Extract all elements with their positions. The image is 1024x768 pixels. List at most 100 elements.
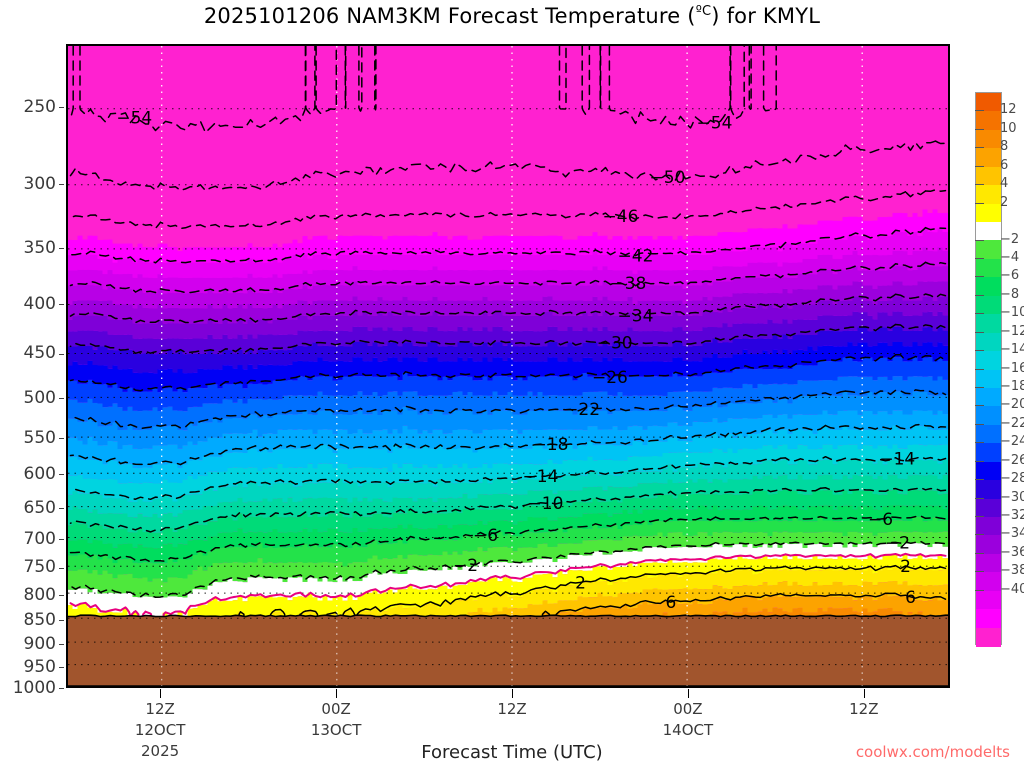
colorbar-tick-10 [975,128,984,130]
colorbar-segment-25 [976,553,1001,573]
colorbar-segment-13 [976,332,1001,352]
colorbar-segment-27 [976,590,1001,610]
colorbar-segment-20 [976,461,1001,481]
y-tick-500 [59,397,64,399]
y-tick-label-400: 400 [23,294,56,315]
title-suffix: ) for KMYL [711,4,821,28]
colorbar-tick--30 [975,497,984,499]
colorbar-label--6: −6 [1000,268,1020,284]
colorbar-label--30: −30 [1000,489,1024,505]
colorbar-tick--32 [975,516,984,517]
y-tick-350 [59,248,64,250]
colorbar-segment-12 [976,314,1001,334]
svg-text:2: 2 [575,573,586,593]
svg-text:−30: −30 [597,334,633,354]
y-tick-850 [59,619,64,621]
svg-text:2: 2 [900,557,911,577]
colorbar-label--34: −34 [1000,526,1024,542]
colorbar-segment-9 [976,258,1001,278]
colorbar-label--28: −28 [1000,471,1024,487]
x-tick-date-3: 14OCT [662,721,714,739]
colorbar-tick--8 [975,294,984,296]
colorbar-label--32: −32 [1000,508,1024,523]
y-tick-800 [59,594,64,596]
svg-text:−42: −42 [618,247,654,267]
colorbar-tick--20 [975,405,984,407]
svg-text:−14: −14 [523,467,559,487]
x-tick-4 [863,689,865,698]
colorbar-segment-8 [976,240,1001,260]
y-tick-label-250: 250 [23,97,56,118]
colorbar-label--10: −10 [1000,305,1024,321]
y-tick-label-650: 650 [23,497,56,518]
y-tick-label-300: 300 [23,173,56,194]
colorbar-label--38: −38 [1000,563,1024,579]
y-tick-label-450: 450 [23,343,56,364]
y-tick-label-550: 550 [23,427,56,448]
y-tick-label-850: 850 [23,609,56,630]
y-tick-label-900: 900 [23,633,56,654]
svg-text:−18: −18 [533,435,569,455]
svg-text:−22: −22 [564,400,600,420]
colorbar-segment-3 [976,148,1001,168]
y-tick-750 [59,567,64,569]
x-tick-time-1: 00Z [321,700,351,718]
colorbar-tick--4 [975,257,984,259]
svg-text:−54: −54 [116,109,152,129]
colorbar-segment-26 [976,572,1001,592]
y-tick-700 [59,538,64,540]
x-tick-time-3: 00Z [673,700,703,718]
colorbar-tick--16 [975,368,984,370]
colorbar-tick-2 [975,202,984,204]
colorbar-label-2: 2 [1000,194,1009,210]
y-tick-label-700: 700 [23,528,56,549]
colorbar-segment-19 [976,443,1001,463]
x-tick-time-2: 12Z [497,700,527,718]
y-tick-950 [59,666,64,668]
colorbar-segment-7 [976,222,1001,242]
colorbar-tick--28 [975,479,984,481]
x-tick-2 [512,689,513,698]
y-tick-label-950: 950 [23,656,56,677]
colorbar-tick--2 [975,239,984,241]
y-tick-650 [59,507,64,509]
chart-plot-area: −54 −54 −50 −46 −42 −38 −34 −30 −26 −22 −18 −14 −14−… [66,44,950,688]
colorbar-label--14: −14 [1000,342,1024,358]
colorbar-label--22: −22 [1000,415,1024,431]
svg-text:−14: −14 [879,450,915,470]
colorbar-tick--12 [975,331,984,333]
y-tick-900 [59,643,64,645]
colorbar-tick--22 [975,423,984,425]
colorbar-segment-1 [976,111,1001,131]
y-tick-label-800: 800 [23,584,56,605]
x-tick-3 [687,689,689,698]
colorbar-tick--14 [975,350,984,352]
colorbar-segment-17 [976,406,1001,426]
svg-text:−34: −34 [618,306,654,326]
colorbar-label--36: −36 [1000,544,1024,560]
colorbar-segment-2 [976,129,1001,149]
y-tick-label-1000: 1000 [12,678,56,698]
colorbar-label--40: −40 [1000,581,1024,597]
colorbar-segment-6 [976,203,1001,223]
y-tick-label-600: 600 [23,463,56,484]
svg-text:−26: −26 [592,368,628,388]
colorbar-label--16: −16 [1000,360,1024,376]
colorbar-segment-28 [976,609,1001,629]
colorbar-tick--10 [975,313,984,315]
colorbar-label--8: −8 [1000,286,1020,302]
colorbar-label--2: −2 [1000,231,1020,247]
page-title: 2025101206 NAM3KM Forecast Temperature (… [0,4,1024,28]
colorbar-segment-21 [976,480,1001,500]
colorbar-label--26: −26 [1000,452,1024,468]
y-tick-450 [59,353,64,355]
colorbar-tick--26 [975,460,984,462]
colorbar-tick-4 [975,184,984,186]
y-tick-550 [59,437,64,439]
colorbar-label--20: −20 [1000,397,1024,413]
colorbar-tick--34 [975,534,984,536]
colorbar-label-4: 4 [1000,176,1009,192]
x-tick-date-0: 12OCT [134,721,186,739]
colorbar-segment-4 [976,166,1001,186]
x-tick-date-1: 13OCT [310,721,362,739]
